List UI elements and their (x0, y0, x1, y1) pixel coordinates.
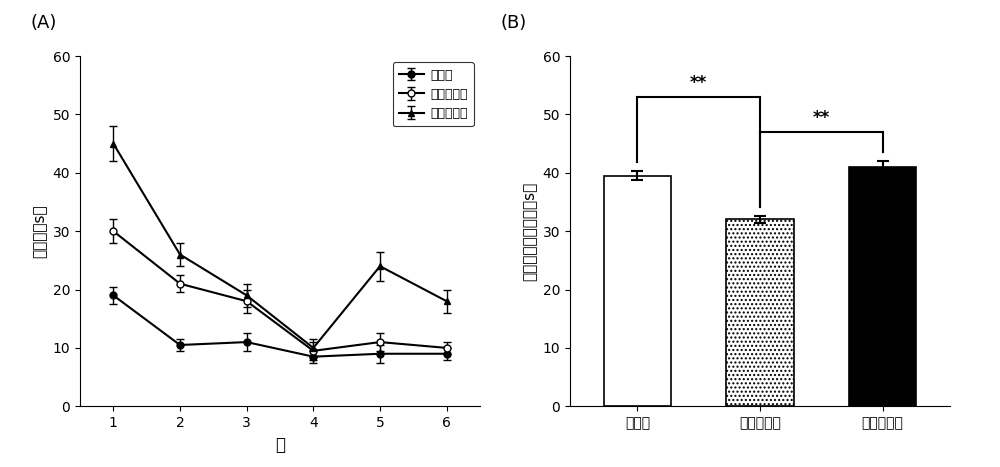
Bar (604, 176, 671, 406)
Text: **: ** (813, 109, 830, 127)
Bar (726, 219, 794, 406)
Y-axis label: 目标象限所在时间（s）: 目标象限所在时间（s） (522, 182, 537, 281)
Text: **: ** (690, 74, 707, 92)
Text: (A): (A) (30, 14, 56, 32)
X-axis label: 天: 天 (275, 436, 285, 453)
Legend: 正常组, 维格列汀组, 生理盐水组: 正常组, 维格列汀组, 生理盐水组 (393, 62, 474, 126)
Text: (B): (B) (500, 14, 526, 32)
Bar (849, 167, 916, 406)
Y-axis label: 潜伏期（s）: 潜伏期（s） (32, 205, 47, 258)
